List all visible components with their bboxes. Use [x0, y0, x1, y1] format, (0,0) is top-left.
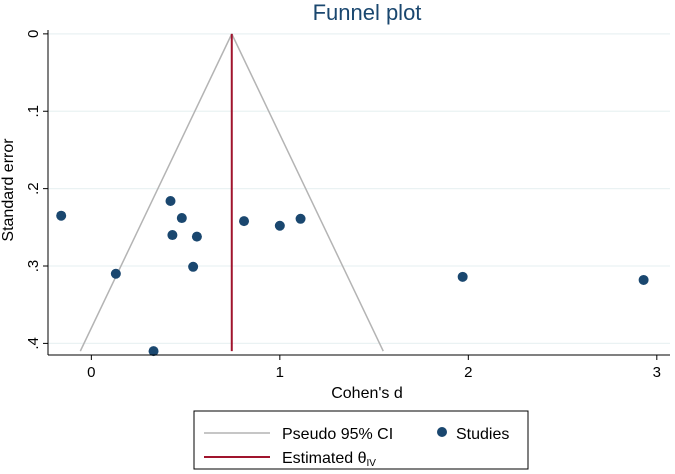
study-point — [188, 261, 199, 272]
study-point — [110, 268, 121, 279]
x-axis-label: Cohen's d — [331, 385, 403, 402]
legend-ci-label: Pseudo 95% CI — [282, 426, 393, 443]
legend-studies-label: Studies — [456, 426, 509, 443]
legend: Pseudo 95% CI Studies Estimated θIV — [193, 410, 529, 470]
ci-line-right — [231, 33, 384, 352]
pseudo-ci-lines — [79, 33, 384, 352]
study-point — [638, 274, 649, 285]
study-point — [239, 216, 250, 227]
study-point — [165, 196, 176, 207]
grid-lines — [48, 33, 670, 345]
y-tick-label: .2 — [25, 182, 42, 195]
y-tick-label: 0 — [25, 30, 42, 38]
study-point — [191, 231, 202, 242]
study-point — [274, 220, 285, 231]
legend-box — [193, 410, 529, 470]
legend-studies-swatch — [437, 427, 447, 437]
chart-title: Funnel plot — [313, 0, 422, 25]
y-tick-label: .3 — [25, 260, 42, 273]
y-tick-label: .1 — [25, 105, 42, 118]
x-tick-label: 1 — [276, 364, 284, 381]
study-point — [295, 213, 306, 224]
study-point — [167, 230, 178, 241]
y-axis-label: Standard error — [0, 138, 17, 242]
x-tick-label: 0 — [87, 364, 95, 381]
study-point — [457, 271, 468, 282]
y-tick-label: .4 — [25, 337, 42, 350]
study-point — [148, 346, 159, 357]
legend-estimate-label-subscript: IV — [366, 458, 376, 469]
study-points — [56, 196, 649, 357]
x-tick-label: 3 — [653, 364, 661, 381]
legend-estimate-label: Estimated θIV — [282, 450, 376, 469]
x-tick-label: 2 — [464, 364, 472, 381]
ci-line-left — [79, 33, 233, 352]
study-point — [56, 210, 67, 221]
legend-estimate-label-main: Estimated θ — [282, 450, 367, 467]
study-point — [176, 213, 187, 224]
axes: 0 1 2 3 0 .1 .2 .3 .4 — [25, 30, 670, 381]
